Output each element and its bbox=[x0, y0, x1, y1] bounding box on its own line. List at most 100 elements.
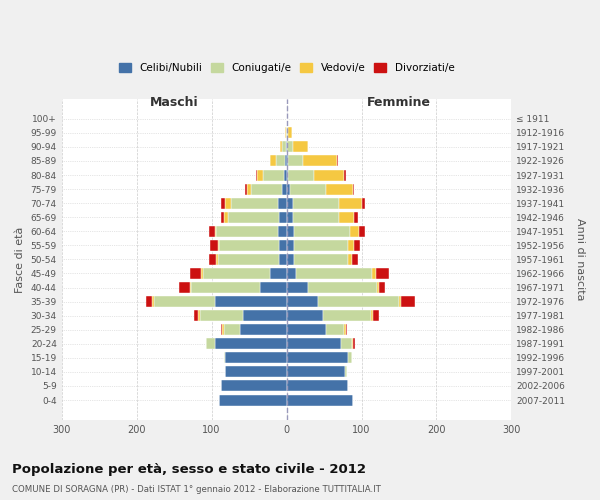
Bar bbox=[344, 324, 346, 335]
Bar bbox=[279, 254, 287, 265]
Bar bbox=[293, 212, 339, 222]
Bar bbox=[287, 212, 293, 222]
Bar bbox=[323, 310, 371, 321]
Bar bbox=[191, 282, 260, 293]
Bar bbox=[399, 296, 401, 307]
Bar bbox=[353, 184, 354, 194]
Bar bbox=[288, 156, 303, 166]
Bar bbox=[352, 338, 353, 349]
Bar bbox=[210, 240, 218, 251]
Bar bbox=[222, 324, 224, 335]
Bar bbox=[326, 324, 344, 335]
Bar bbox=[198, 310, 200, 321]
Bar bbox=[287, 170, 288, 180]
Bar bbox=[287, 156, 288, 166]
Bar bbox=[225, 352, 287, 364]
Bar bbox=[287, 254, 294, 265]
Bar bbox=[326, 184, 353, 194]
Bar bbox=[348, 240, 354, 251]
Bar bbox=[287, 240, 294, 251]
Bar bbox=[278, 198, 287, 208]
Bar bbox=[225, 366, 287, 378]
Bar bbox=[294, 240, 348, 251]
Bar bbox=[190, 282, 191, 293]
Bar bbox=[314, 170, 344, 180]
Bar bbox=[287, 128, 288, 138]
Bar bbox=[218, 240, 219, 251]
Text: Maschi: Maschi bbox=[150, 96, 199, 109]
Bar bbox=[228, 212, 279, 222]
Bar bbox=[221, 324, 222, 335]
Bar bbox=[344, 170, 346, 180]
Bar bbox=[282, 184, 287, 194]
Bar bbox=[287, 142, 293, 152]
Bar bbox=[225, 198, 231, 208]
Bar bbox=[285, 128, 286, 138]
Text: COMUNE DI SORAGNA (PR) - Dati ISTAT 1° gennaio 2012 - Elaborazione TUTTITALIA.IT: COMUNE DI SORAGNA (PR) - Dati ISTAT 1° g… bbox=[12, 485, 381, 494]
Bar bbox=[152, 296, 154, 307]
Bar bbox=[288, 128, 292, 138]
Bar bbox=[373, 310, 379, 321]
Bar bbox=[221, 212, 224, 222]
Text: Popolazione per età, sesso e stato civile - 2012: Popolazione per età, sesso e stato civil… bbox=[12, 462, 366, 475]
Bar bbox=[216, 226, 278, 237]
Legend: Celibi/Nubili, Coniugati/e, Vedovi/e, Divorziati/e: Celibi/Nubili, Coniugati/e, Vedovi/e, Di… bbox=[115, 59, 458, 77]
Bar bbox=[339, 212, 354, 222]
Bar bbox=[296, 268, 372, 279]
Bar bbox=[287, 324, 326, 335]
Bar bbox=[376, 268, 389, 279]
Bar bbox=[231, 198, 278, 208]
Bar bbox=[353, 338, 355, 349]
Bar bbox=[308, 282, 377, 293]
Bar bbox=[287, 338, 341, 349]
Bar bbox=[286, 142, 287, 152]
Bar bbox=[282, 142, 286, 152]
Bar bbox=[401, 296, 415, 307]
Bar bbox=[339, 198, 362, 208]
Bar bbox=[215, 338, 287, 349]
Y-axis label: Anni di nascita: Anni di nascita bbox=[575, 218, 585, 300]
Bar bbox=[294, 254, 348, 265]
Bar bbox=[251, 184, 282, 194]
Bar bbox=[303, 156, 337, 166]
Bar bbox=[179, 282, 190, 293]
Bar bbox=[224, 324, 240, 335]
Bar bbox=[245, 184, 247, 194]
Bar bbox=[348, 352, 352, 364]
Bar bbox=[345, 366, 347, 378]
Bar bbox=[354, 240, 360, 251]
Bar bbox=[287, 380, 348, 392]
Bar bbox=[371, 310, 373, 321]
Bar bbox=[287, 226, 294, 237]
Bar bbox=[256, 170, 257, 180]
Bar bbox=[341, 338, 352, 349]
Bar bbox=[318, 296, 399, 307]
Bar bbox=[200, 310, 243, 321]
Bar bbox=[278, 226, 287, 237]
Bar bbox=[276, 156, 285, 166]
Bar bbox=[359, 226, 365, 237]
Bar bbox=[294, 226, 350, 237]
Bar bbox=[201, 268, 203, 279]
Bar bbox=[348, 254, 352, 265]
Bar bbox=[270, 156, 276, 166]
Bar bbox=[287, 296, 318, 307]
Bar bbox=[219, 394, 287, 406]
Bar bbox=[346, 324, 347, 335]
Bar bbox=[287, 268, 296, 279]
Bar bbox=[279, 240, 287, 251]
Bar bbox=[247, 184, 251, 194]
Bar bbox=[218, 254, 279, 265]
Bar bbox=[286, 128, 287, 138]
Bar bbox=[287, 282, 308, 293]
Bar bbox=[190, 268, 201, 279]
Text: Femmine: Femmine bbox=[367, 96, 431, 109]
Bar bbox=[194, 310, 198, 321]
Bar bbox=[215, 226, 216, 237]
Bar bbox=[285, 156, 287, 166]
Bar bbox=[215, 296, 287, 307]
Bar bbox=[379, 282, 385, 293]
Bar bbox=[350, 226, 359, 237]
Bar bbox=[280, 142, 282, 152]
Bar bbox=[240, 324, 287, 335]
